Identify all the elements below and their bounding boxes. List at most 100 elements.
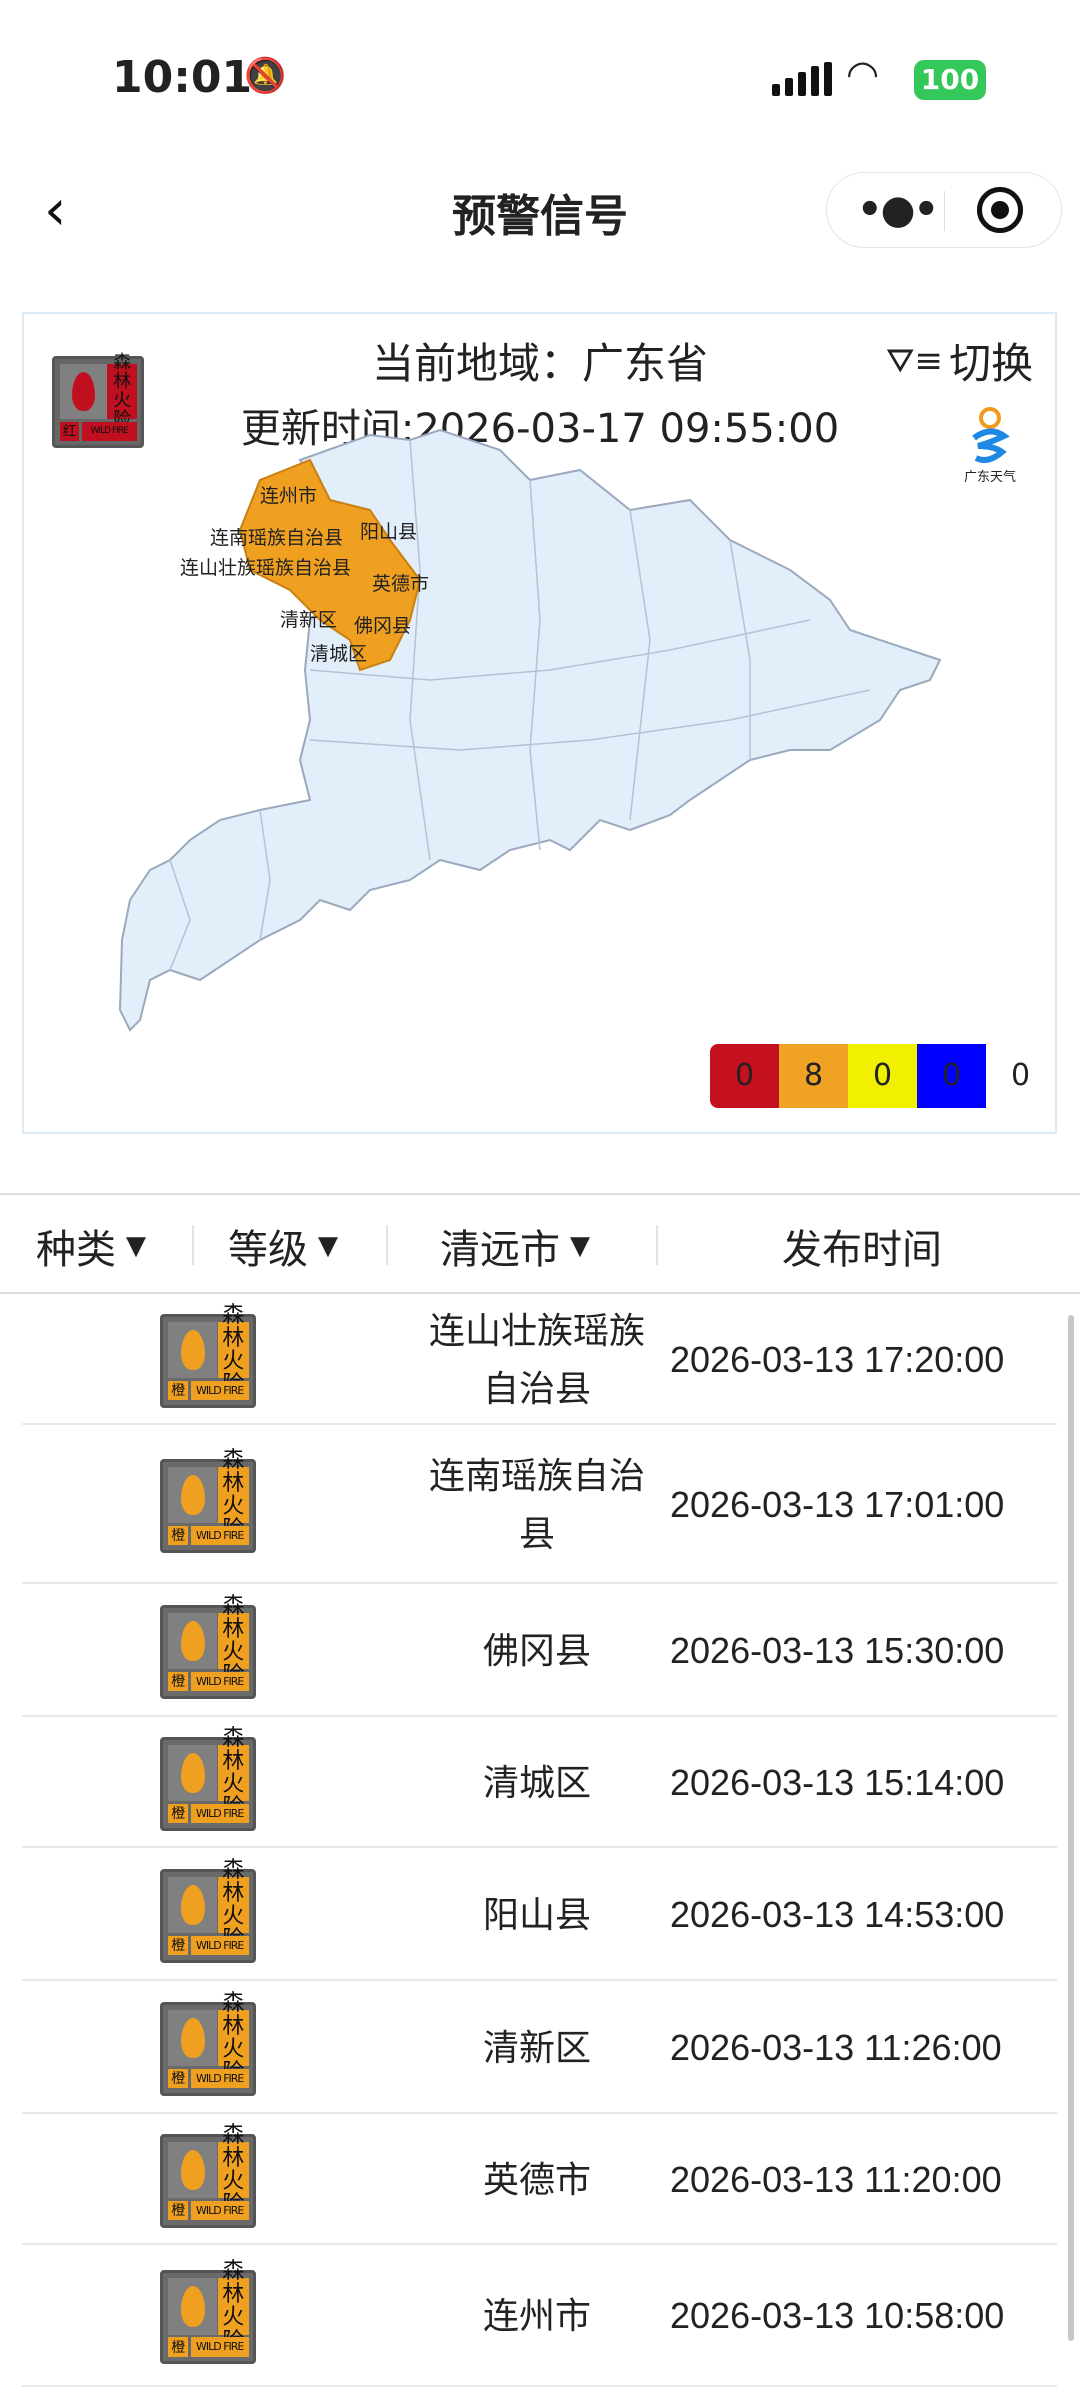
row-area: 阳山县 bbox=[482, 1894, 591, 1936]
county-borders bbox=[169, 439, 871, 971]
guangdong-map[interactable]: 连州市 连南瑶族自治县 阳山县 连山壮族瑶族自治县 英德市 清新区 佛冈县 清城… bbox=[110, 420, 950, 1060]
legend-orange[interactable]: 8 bbox=[779, 1044, 848, 1108]
map-label: 英德市 bbox=[372, 573, 429, 595]
badge-level: 橙 bbox=[168, 1935, 189, 1956]
divider bbox=[656, 1225, 658, 1265]
badge-text: 森林 bbox=[222, 2259, 245, 2308]
more-dots-icon[interactable]: •●• bbox=[857, 187, 939, 233]
level-label: 等级 bbox=[228, 1227, 308, 1273]
bell-mute-icon: 🔕 bbox=[244, 56, 287, 96]
level-filter[interactable]: 等级 ▼ bbox=[228, 1217, 338, 1275]
badge-level: 橙 bbox=[168, 2337, 189, 2357]
battery-icon: 100 bbox=[914, 60, 986, 100]
badge-level: 橙 bbox=[168, 1671, 189, 1692]
row-time: 2026-03-13 14:53:00 bbox=[670, 1893, 1005, 1935]
badge-text: 森林 bbox=[222, 1725, 245, 1774]
warning-count-legend: 0 8 0 0 0 bbox=[710, 1044, 1055, 1108]
row-time: 2026-03-13 11:26:00 bbox=[670, 2026, 1002, 2068]
badge-level: 橙 bbox=[168, 1803, 189, 1824]
badge-en: WILD FIRE bbox=[190, 1671, 249, 1692]
badge-en: WILD FIRE bbox=[190, 2337, 249, 2357]
scrollbar[interactable] bbox=[1068, 1315, 1074, 2341]
update-time: 更新时间:2026-03-17 09:55:00 bbox=[240, 406, 840, 452]
badge-text: 森林 bbox=[113, 351, 132, 392]
row-area: 英德市 bbox=[482, 2159, 591, 2201]
type-label: 种类 bbox=[36, 1227, 116, 1273]
chevron-left-icon[interactable]: ‹ bbox=[44, 178, 67, 243]
current-region: 当前地域：广东省 bbox=[371, 339, 708, 388]
badge-text: 森林 bbox=[222, 1857, 245, 1906]
switch-button[interactable]: ⛛≡ 切换 bbox=[886, 330, 1033, 391]
badge-en: WILD FIRE bbox=[81, 421, 137, 441]
caret-down-icon: ▼ bbox=[318, 1231, 338, 1261]
map-label: 佛冈县 bbox=[354, 615, 411, 637]
legend-blue[interactable]: 0 bbox=[917, 1044, 986, 1108]
row-area: 佛冈县 bbox=[482, 1630, 591, 1672]
badge-en: WILD FIRE bbox=[190, 1525, 249, 1546]
row-time: 2026-03-13 15:14:00 bbox=[670, 1761, 1005, 1803]
status-bar: 10:01 🔕 ◠ 100 bbox=[0, 0, 1080, 150]
map-card bbox=[22, 312, 1057, 1134]
switch-label: 切换 bbox=[949, 339, 1034, 388]
map-label: 阳山县 bbox=[360, 521, 417, 543]
divider bbox=[192, 1225, 194, 1265]
map-label: 连州市 bbox=[260, 485, 317, 507]
type-filter[interactable]: 种类 ▼ bbox=[36, 1217, 146, 1275]
guangdong-weather-logo: 广东天气 bbox=[960, 404, 1020, 485]
legend-red[interactable]: 0 bbox=[710, 1044, 779, 1108]
row-time: 2026-03-13 15:30:00 bbox=[670, 1629, 1005, 1671]
badge-en: WILD FIRE bbox=[190, 1935, 249, 1956]
map-label: 清城区 bbox=[310, 643, 367, 665]
row-time: 2026-03-13 17:01:00 bbox=[670, 1483, 1005, 1525]
badge-text: 森林 bbox=[222, 1447, 245, 1496]
row-area: 连山壮族瑶族自治县 bbox=[428, 1310, 645, 1410]
caret-down-icon: ▼ bbox=[126, 1231, 146, 1261]
filter-icon: ⛛≡ bbox=[886, 340, 944, 381]
mini-program-capsule: •●• bbox=[826, 172, 1062, 248]
map-label: 连南瑶族自治县 bbox=[210, 527, 343, 549]
badge-text: 森林 bbox=[222, 1593, 245, 1642]
badge-level: 红 bbox=[60, 421, 80, 441]
city-label: 清远市 bbox=[440, 1227, 560, 1273]
row-time: 2026-03-13 17:20:00 bbox=[670, 1338, 1005, 1380]
clock: 10:01 bbox=[112, 52, 253, 103]
map-label: 连山壮族瑶族自治县 bbox=[180, 557, 351, 579]
row-area: 连南瑶族自治县 bbox=[428, 1455, 645, 1555]
badge-en: WILD FIRE bbox=[190, 2200, 249, 2221]
legend-yellow[interactable]: 0 bbox=[848, 1044, 917, 1108]
row-area: 清新区 bbox=[482, 2027, 591, 2069]
badge-text: 森林 bbox=[222, 2122, 245, 2171]
badge-level: 橙 bbox=[168, 1380, 189, 1401]
signal-icon bbox=[772, 62, 832, 96]
divider bbox=[386, 1225, 388, 1265]
table-header: 种类 ▼ 等级 ▼ 清远市 ▼ 发布时间 bbox=[0, 1193, 1080, 1294]
row-area: 连州市 bbox=[482, 2296, 591, 2337]
row-time: 2026-03-13 10:58:00 bbox=[670, 2295, 1005, 2336]
target-icon[interactable] bbox=[977, 187, 1023, 233]
badge-en: WILD FIRE bbox=[190, 1803, 249, 1824]
row-time: 2026-03-13 11:20:00 bbox=[670, 2158, 1002, 2200]
divider bbox=[944, 191, 945, 231]
badge-level: 橙 bbox=[168, 2068, 189, 2089]
badge-text: 森林 bbox=[222, 1302, 245, 1351]
province-shape bbox=[118, 428, 942, 1032]
legend-white[interactable]: 0 bbox=[986, 1044, 1055, 1108]
city-filter[interactable]: 清远市 ▼ bbox=[440, 1217, 590, 1275]
logo-text: 广东天气 bbox=[963, 470, 1016, 485]
